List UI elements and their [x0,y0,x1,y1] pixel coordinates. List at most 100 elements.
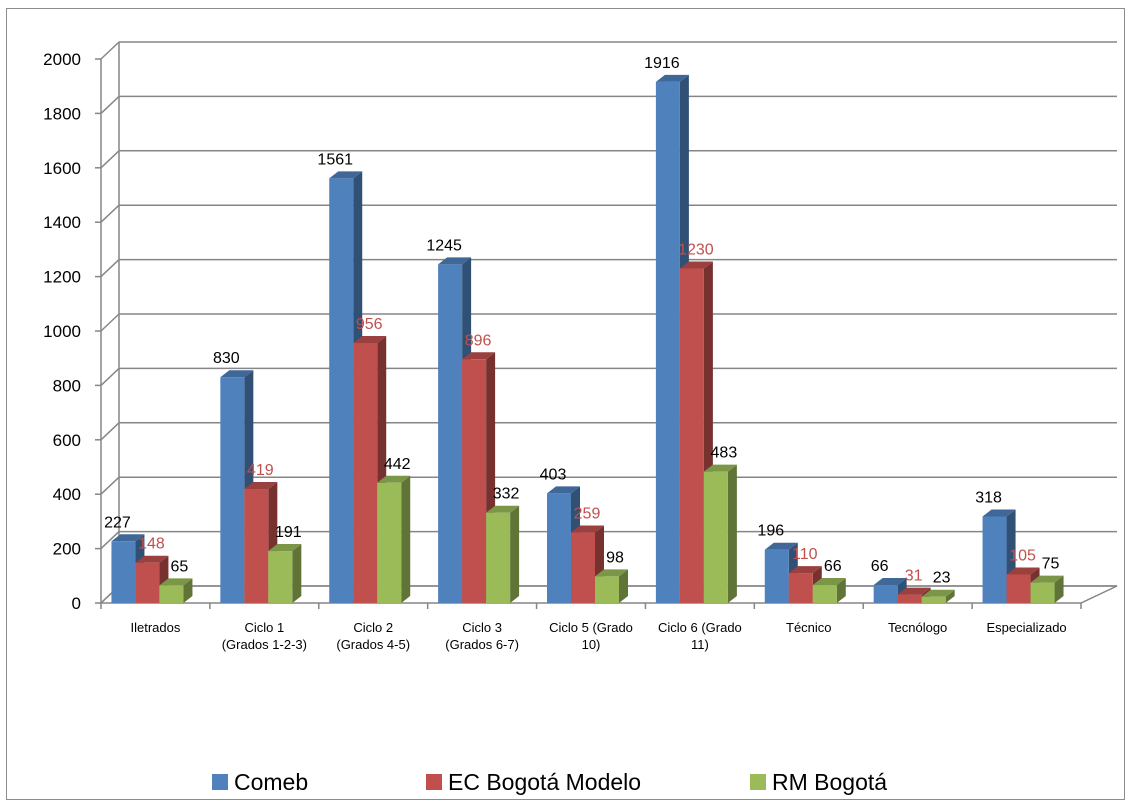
data-label: 830 [213,350,240,367]
bar [329,178,354,603]
y-tick-label: 1800 [43,104,81,123]
y-tick-label: 800 [53,376,81,395]
bar-top [438,257,472,265]
y-tick-label: 0 [72,594,81,613]
bar [571,532,595,603]
bar-side [619,569,628,603]
chart-plot: 0 200 400 600 800 1000 1200 1400 1600 1800 2000 227… [43,41,1118,652]
bar-top [244,482,278,490]
bar-top [873,578,907,586]
x-category-label: Iletrados [131,620,181,635]
data-label: 956 [356,316,383,333]
y-tick-label: 400 [53,485,81,504]
bar-top [595,569,628,577]
bar [547,493,571,603]
wall-diagonal [100,531,120,550]
bar-top [703,464,737,472]
legend-swatch-rm-bogota [750,774,766,790]
wall-diagonal [100,150,120,169]
bar-top [486,505,520,513]
legend-item-comeb: Comeb [212,767,308,797]
bar-top [111,534,145,542]
y-tick-label: 200 [53,540,81,559]
bar-top [788,566,822,574]
bar [764,549,789,603]
bar-side [401,475,411,603]
x-category-label: Ciclo 1 [244,620,284,635]
wall-diagonal [100,41,120,60]
data-label: 227 [104,514,131,531]
wall-diagonal [100,422,120,441]
data-label: 483 [711,445,738,462]
data-label: 66 [824,558,842,575]
bar [1006,574,1031,603]
bar [159,585,184,603]
wall-diagonal [100,95,120,114]
wall-diagonal [100,204,120,223]
x-category-label: Técnico [786,620,832,635]
data-label: 318 [975,490,1002,507]
bar-side [836,578,846,603]
bar-top [982,509,1016,517]
x-category-label: (Grados 1-2-3) [222,637,307,652]
legend-label-comeb: Comeb [234,768,309,795]
bar [486,512,511,603]
x-category-label: 11) [691,637,709,652]
legend-swatch-ec-bogota-modelo [426,774,442,790]
bar [111,541,136,603]
bar-top [547,486,580,494]
data-label: 442 [384,456,411,473]
bar-top [812,578,846,586]
bar-top [655,74,689,82]
y-tick-label: 1200 [43,268,81,287]
chart-frame: 0 200 400 600 800 1000 1200 1400 1600 1800 2000 227… [6,8,1125,800]
bar [244,489,269,603]
y-tick-label: 1600 [43,159,81,178]
bar [595,576,619,603]
x-category-label: Tecnólogo [888,620,947,635]
data-label: 66 [871,558,889,575]
data-label: 419 [247,462,274,479]
bar-top [897,587,931,595]
data-label: 105 [1009,547,1036,564]
bar [220,377,245,603]
bar-top [220,370,254,378]
bar-side [1054,575,1064,603]
bar [353,342,378,603]
bar-side [292,544,302,603]
bar-top [353,335,387,343]
x-category-label: Ciclo 6 (Grado [658,620,742,635]
legend-label-rm-bogota: RM Bogotá [772,768,888,795]
bar [1030,582,1055,603]
bar-side [183,578,193,603]
wall-diagonal [100,367,120,386]
bar-side [510,505,520,603]
data-label: 75 [1042,556,1060,573]
legend-item-rm-bogota: RM Bogotá [750,767,887,797]
bar [812,585,837,603]
data-label: 23 [933,570,951,587]
legend-swatch-comeb [212,774,228,790]
y-tick-label: 1000 [43,322,81,341]
data-label: 196 [757,523,784,540]
bar-top [268,544,302,552]
bar-top [1006,567,1040,575]
bar-top [329,171,363,179]
data-label: 110 [792,546,818,563]
x-category-label: Ciclo 5 (Grado [549,620,633,635]
bar [377,482,402,603]
data-label: 65 [171,558,189,575]
bar [788,573,813,603]
bar-top [679,261,713,269]
x-category-label: 10) [582,637,601,652]
bar [897,594,922,603]
data-label: 31 [905,568,923,585]
y-tick-label: 1400 [43,213,81,232]
y-tick-label: 600 [53,431,81,450]
bar-top [462,352,496,360]
x-category-label: Ciclo 3 [462,620,502,635]
bar [135,562,160,603]
bar-side [945,589,955,603]
x-category-label: Especializado [986,620,1066,635]
data-label: 332 [493,486,520,503]
